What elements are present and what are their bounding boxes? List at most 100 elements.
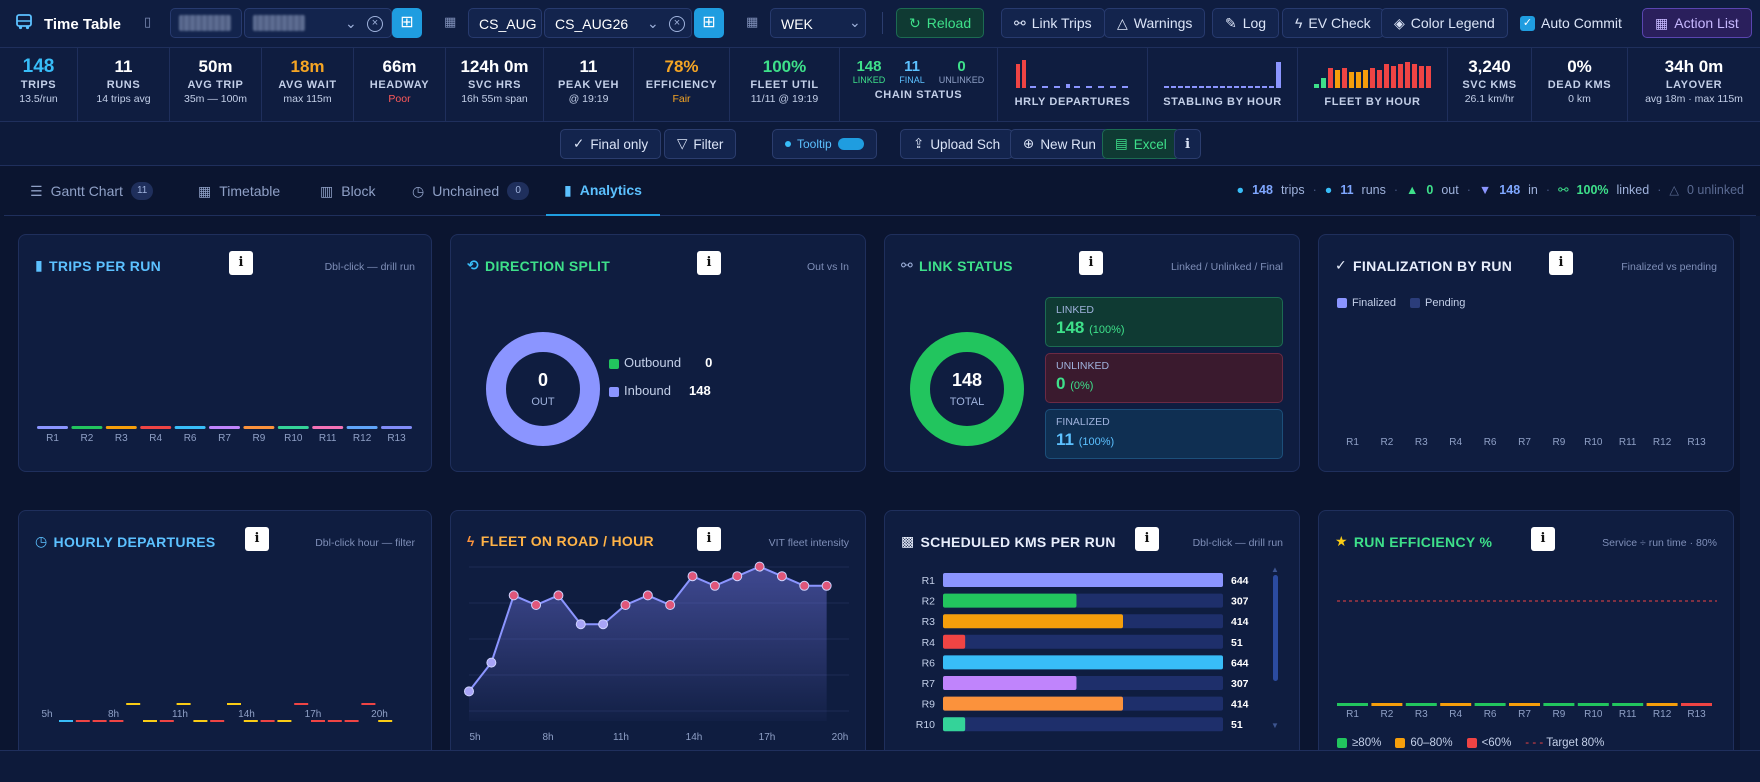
scroll-up-icon[interactable]: ▲ [1271, 565, 1279, 574]
info-button[interactable]: i [1135, 527, 1159, 551]
y-tick-label: R2 [922, 596, 936, 608]
panel-title-text: FLEET ON ROAD / HOUR [480, 533, 654, 549]
checkbox-icon[interactable]: ✓ [1520, 15, 1535, 31]
tab-block[interactable]: ▥ Block [320, 166, 375, 216]
data-point[interactable] [821, 580, 832, 591]
kpi-sub: 11/11 @ 19:19 [750, 93, 819, 105]
finalization-chart[interactable]: R1 R2 R3 R4 R6 R7 R9 R10 R11 R12 R13 [1319, 235, 1734, 472]
chevron-down-icon[interactable]: ⌄ [647, 15, 659, 31]
bar-R10[interactable] [943, 717, 966, 732]
bar-R4[interactable] [943, 634, 966, 649]
data-point[interactable] [687, 571, 698, 582]
final-only-button[interactable]: ✓ Final only [560, 129, 662, 159]
trips-per-run-chart[interactable]: R1 R2 R3 R4 R6 R7 R9 R10 R11 R12 R13 [19, 235, 432, 472]
panel-title-text: HOURLY DEPARTURES [53, 533, 216, 550]
bar-R3[interactable] [943, 614, 1123, 629]
data-point[interactable] [620, 600, 631, 610]
data-point[interactable] [598, 619, 609, 630]
day-type-select[interactable]: WEK ⌄ [770, 8, 866, 38]
data-point[interactable] [799, 580, 810, 591]
clear-icon[interactable]: × [669, 16, 685, 32]
bar-R2[interactable] [943, 593, 1077, 608]
clear-icon[interactable]: × [367, 16, 383, 32]
tab-analytics[interactable]: ▮ Analytics [546, 166, 660, 216]
scroll-down-icon[interactable]: ▼ [1271, 721, 1279, 730]
data-point[interactable] [553, 590, 564, 601]
kpi-stabling-mini[interactable]: STABLING BY HOUR [1148, 48, 1298, 122]
data-point[interactable] [508, 590, 519, 601]
hour-bar [109, 720, 124, 722]
auto-commit-toggle[interactable]: ✓ Auto Commit [1508, 8, 1634, 38]
data-point[interactable] [709, 580, 720, 591]
info-button[interactable]: i [1079, 251, 1103, 275]
schedule-b-select[interactable]: CS_AUG26 ⌄ × [544, 8, 692, 38]
legend-inbound: Inbound 148 [609, 383, 711, 398]
data-point[interactable] [642, 590, 653, 601]
data-point[interactable] [531, 600, 542, 610]
data-point[interactable] [732, 571, 743, 582]
hourly-departures-chart[interactable]: 5h 8h 11h 14h 17h 20h [19, 511, 432, 758]
kpi-fleet-mini[interactable]: FLEET BY HOUR [1298, 48, 1448, 122]
data-point[interactable] [486, 657, 497, 668]
bar-R1[interactable] [943, 573, 1223, 587]
chain-linked-value: 148 [856, 58, 882, 75]
info-button[interactable]: i [245, 527, 269, 551]
toggle-switch[interactable] [837, 138, 864, 150]
color-legend-button[interactable]: ◈ Color Legend [1381, 8, 1508, 38]
bar-R2 [1371, 703, 1403, 706]
bar-R7[interactable] [943, 676, 1077, 690]
fleet-on-road-chart[interactable]: 5h 8h 11h 14h 17h 20h [451, 511, 866, 758]
data-point[interactable] [464, 686, 474, 697]
page-scrollbar[interactable] [1740, 216, 1760, 750]
schedule-a-select[interactable]: CS_AUG [468, 8, 542, 38]
grid-view-button[interactable]: ⊞ [694, 8, 724, 38]
excel-button[interactable]: ▤ Excel [1102, 129, 1180, 159]
direction-donut[interactable]: 0 OUT [473, 319, 613, 459]
data-point[interactable] [776, 571, 787, 582]
x-tick-label: R3 [1415, 437, 1428, 448]
warnings-button[interactable]: △ Warnings [1104, 8, 1206, 38]
kpi-hrly-departures-mini[interactable]: HRLY DEPARTURES [998, 48, 1148, 122]
route-select[interactable]: ⌄ × [244, 8, 392, 38]
tab-gantt-chart[interactable]: ☰ Gantt Chart 11 [30, 166, 154, 216]
bar-R6[interactable] [943, 655, 1223, 670]
link-donut[interactable]: 148 TOTAL [897, 319, 1037, 459]
new-run-button[interactable]: ⊕ New Run [1010, 129, 1109, 159]
x-tick-label: 20h [832, 732, 849, 743]
linked-slice[interactable] [910, 332, 1024, 446]
link-trips-button[interactable]: ⚯ Link Trips [1001, 8, 1105, 38]
run-efficiency-chart[interactable]: R1 R2 R3 R4 R6 R7 R9 R10 R11 R12 R13 [1319, 511, 1734, 758]
kpi-label: LAYOVER [1665, 79, 1723, 91]
depot-select[interactable] [170, 8, 242, 38]
tooltip-toggle[interactable]: Tooltip [772, 129, 877, 159]
grid-view-button[interactable]: ⊞ [392, 8, 422, 38]
scrollbar-thumb[interactable] [1273, 575, 1278, 681]
info-button[interactable]: i [1549, 251, 1573, 275]
info-button[interactable]: ℹ [1174, 129, 1202, 159]
bar-R9[interactable] [943, 696, 1123, 711]
filter-button[interactable]: ▽ Filter [664, 129, 737, 159]
info-button[interactable]: i [697, 251, 721, 275]
tab-timetable[interactable]: ▦ Timetable [198, 166, 280, 216]
info-button[interactable]: i [1531, 527, 1555, 551]
panel-hint: Finalized vs pending [1621, 261, 1717, 273]
log-button[interactable]: ✎ Log [1212, 8, 1280, 38]
scheduled-kms-chart[interactable]: R1 644 R2 307 R3 414 R4 51 R6 644 R7 307 R9 414 R10 51 [885, 511, 1300, 758]
info-button[interactable]: i [229, 251, 253, 275]
x-tick-label: 11h [613, 732, 629, 743]
chevron-down-icon[interactable]: ⌄ [345, 15, 357, 31]
ev-check-button[interactable]: ϟ EV Check [1282, 8, 1384, 38]
bar-R2 [71, 426, 103, 429]
inbound-slice[interactable] [486, 332, 600, 446]
upload-sch-button[interactable]: ⇪ Upload Sch [900, 129, 1014, 159]
data-point[interactable] [575, 619, 586, 630]
data-point[interactable] [665, 600, 676, 610]
data-point[interactable] [754, 561, 765, 572]
panel-trips-per-run: ▮ TRIPS PER RUN i Dbl-click — drill run R… [18, 234, 432, 472]
panel-title-text: DIRECTION SPLIT [485, 257, 611, 274]
chain-unlinked: 0 UNLINKED [939, 58, 985, 85]
tab-unchained[interactable]: ◷ Unchained 0 [412, 166, 530, 216]
reload-button[interactable]: ↻ Reload [896, 8, 985, 38]
info-button[interactable]: i [697, 527, 721, 551]
action-list-button[interactable]: ▦ Action List [1642, 8, 1752, 38]
